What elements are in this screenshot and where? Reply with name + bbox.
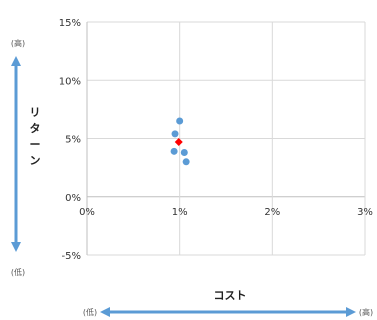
highlight-point	[174, 137, 183, 146]
tick-layer: 15% 10% 5% 0% -5% 0% 1% 2% 3%	[59, 18, 373, 262]
x-high-label: (高)	[359, 307, 373, 317]
y-arrow-head-down	[11, 242, 21, 252]
point-layer	[170, 117, 190, 166]
y-axis-title-char: リ	[30, 106, 41, 119]
scatter-point	[182, 158, 190, 166]
y-tick-label: 15%	[59, 18, 81, 29]
y-arrow-head-up	[11, 56, 21, 66]
x-axis-arrow	[100, 307, 356, 317]
x-low-label: (低)	[83, 307, 97, 317]
x-tick-label: 3%	[357, 207, 373, 218]
y-axis-title-char: ン	[30, 154, 41, 167]
y-axis-title-char: タ	[30, 122, 41, 135]
y-tick-label: 5%	[65, 135, 81, 146]
y-axis-title-char: ー	[30, 138, 41, 151]
y-axis-arrow	[11, 56, 21, 252]
y-low-label: (低)	[11, 267, 25, 277]
y-high-label: (高)	[11, 38, 25, 48]
x-tick-label: 1%	[172, 207, 188, 218]
y-tick-label: -5%	[62, 251, 81, 262]
x-tick-label: 2%	[264, 207, 280, 218]
scatter-point	[170, 147, 178, 155]
y-tick-label: 0%	[65, 193, 81, 204]
x-arrow-head-right	[346, 307, 356, 317]
scatter-point	[171, 130, 179, 138]
x-axis-title: コスト	[214, 289, 247, 302]
grid-layer	[86, 21, 366, 256]
y-tick-label: 10%	[59, 76, 81, 87]
scatter-point	[180, 148, 188, 156]
y-axis-title: リターン	[30, 106, 41, 167]
scatter-point	[176, 117, 184, 125]
x-tick-label: 0%	[79, 207, 95, 218]
x-arrow-head-left	[100, 307, 110, 317]
